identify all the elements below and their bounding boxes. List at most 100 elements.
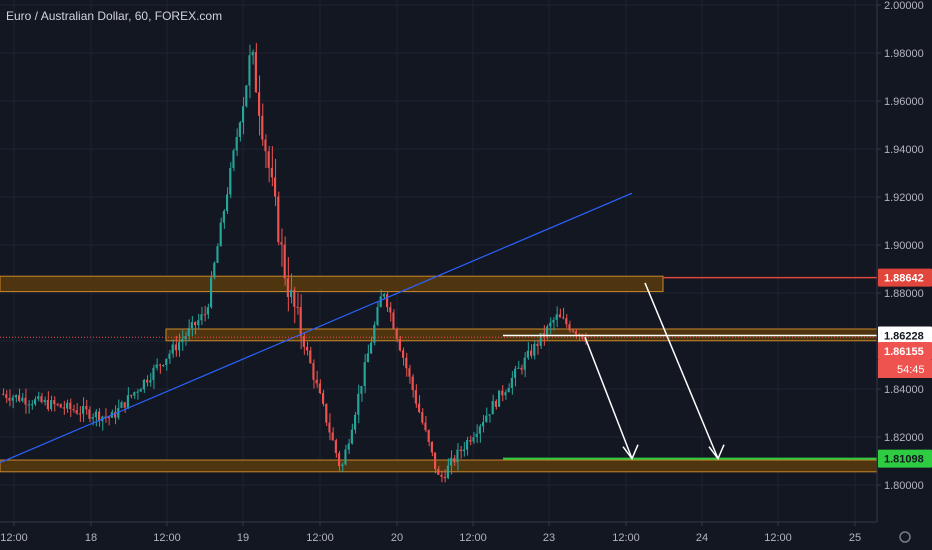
candle-body	[94, 411, 97, 418]
candle-body	[11, 397, 14, 401]
candle-body	[126, 395, 129, 408]
candle-body	[40, 396, 43, 403]
trendline	[0, 192, 633, 464]
price-tick-label: 1.82000	[884, 432, 924, 444]
last-price-label-bg	[878, 342, 932, 360]
candle-body	[114, 412, 117, 418]
candle-body	[254, 51, 257, 93]
candle-body	[174, 344, 177, 351]
candle-body	[322, 393, 325, 404]
arrow-head-icon	[708, 444, 725, 461]
candle-body	[261, 115, 264, 140]
price-tick-label: 1.98000	[884, 48, 924, 60]
candle-body	[395, 328, 398, 340]
candle-body	[520, 367, 523, 370]
candle-body	[56, 404, 59, 406]
candle-body	[382, 293, 385, 297]
candle-body	[2, 393, 5, 395]
candle-body	[523, 357, 526, 370]
candle-body	[398, 339, 401, 351]
candle-body	[456, 449, 459, 463]
time-tick-label: 24	[696, 532, 708, 544]
price-tick-label: 1.88000	[884, 288, 924, 300]
candle-body	[66, 402, 69, 409]
candle-body	[530, 350, 533, 356]
candle-body	[53, 400, 56, 405]
candle-body	[318, 383, 321, 394]
candle-body	[469, 440, 472, 442]
candle-body	[555, 314, 558, 320]
candle-body	[146, 379, 149, 383]
candle-body	[539, 333, 542, 346]
candle-body	[216, 246, 219, 263]
arrow-head-icon	[622, 444, 639, 461]
candle-body	[82, 406, 85, 414]
candle-body	[485, 415, 488, 422]
time-tick-label: 12:00	[153, 532, 181, 544]
candle-body	[507, 388, 510, 393]
candle-body	[491, 401, 494, 415]
candle-body	[363, 362, 366, 386]
candle-body	[226, 194, 229, 212]
candle-body	[411, 376, 414, 391]
candle-body	[190, 322, 193, 329]
candle-body	[421, 412, 424, 423]
candle-body	[392, 312, 395, 329]
time-tick-label: 12:00	[0, 532, 28, 544]
candle-body	[130, 395, 133, 397]
candle-body	[213, 262, 216, 278]
candle-body	[302, 336, 305, 347]
candle-body	[34, 399, 37, 405]
candle-body	[389, 307, 392, 313]
candle-body	[293, 289, 296, 307]
candle-body	[312, 363, 315, 380]
candle-body	[248, 55, 251, 86]
candle-body	[229, 167, 232, 195]
price-tick-label: 1.80000	[884, 480, 924, 492]
candle-body	[219, 222, 222, 247]
candle-body	[430, 441, 433, 453]
candle-body	[8, 398, 11, 401]
candle-body	[344, 449, 347, 465]
price-tick-label: 1.96000	[884, 96, 924, 108]
candle-body	[43, 400, 46, 403]
candle-body	[315, 379, 318, 384]
candle-body	[264, 139, 267, 152]
candle-body	[59, 404, 62, 408]
candle-body	[24, 397, 27, 405]
candle-body	[270, 167, 273, 178]
candle-body	[149, 380, 152, 383]
time-tick-label: 19	[237, 532, 249, 544]
time-tick-label: 12:00	[459, 532, 487, 544]
price-tick-label: 1.94000	[884, 144, 924, 156]
candle-body	[152, 367, 155, 381]
candle-body	[574, 331, 577, 335]
candle-body	[120, 402, 123, 408]
candle-body	[286, 278, 289, 298]
candle-body	[542, 333, 545, 337]
candle-body	[142, 379, 145, 390]
candle-body	[274, 177, 277, 197]
countdown-label: 54:45	[897, 364, 925, 376]
candle-body	[482, 421, 485, 427]
candle-body	[69, 402, 72, 409]
candle-body	[165, 358, 168, 366]
candle-body	[251, 51, 254, 56]
candle-body	[14, 395, 17, 398]
candle-body	[418, 403, 421, 413]
gear-icon[interactable]	[899, 531, 911, 543]
time-tick-label: 18	[85, 532, 97, 544]
candle-body	[107, 417, 110, 419]
candle-body	[72, 408, 75, 411]
candle-body	[459, 449, 462, 452]
candle-body	[5, 394, 8, 399]
candle-body	[510, 377, 513, 389]
candle-body	[386, 293, 389, 308]
candle-body	[37, 396, 40, 400]
candle-body	[98, 411, 101, 422]
candle-body	[552, 319, 555, 323]
candle-body	[501, 390, 504, 396]
candle-body	[331, 432, 334, 441]
candle-body	[162, 365, 165, 367]
